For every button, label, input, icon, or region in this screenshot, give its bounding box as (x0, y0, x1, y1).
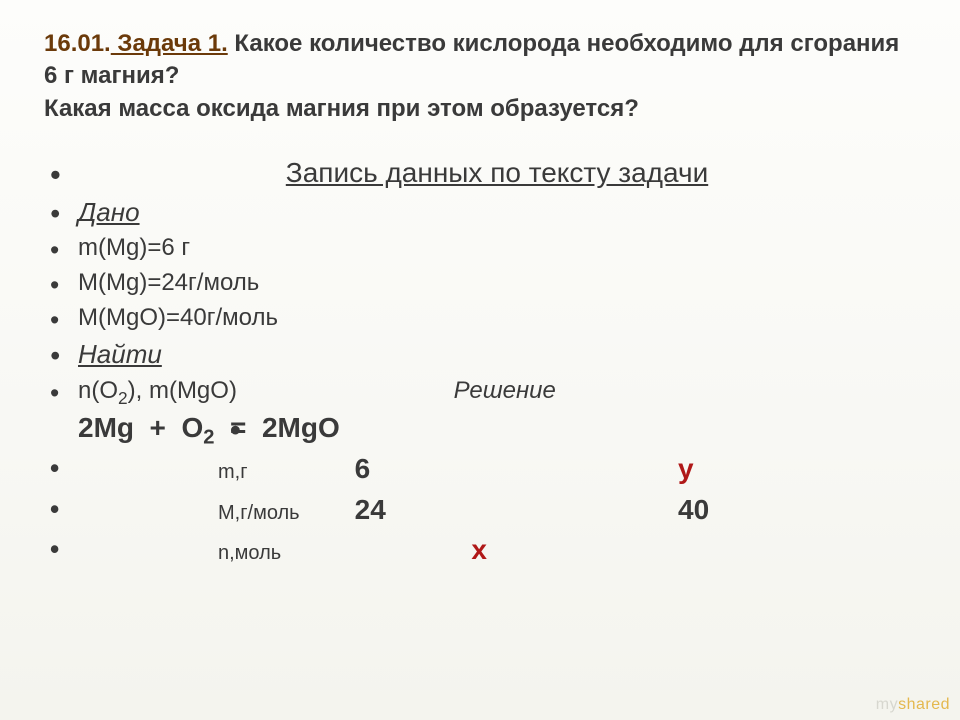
content-list: Запись данных по тексту задачи Дано m(Mg… (44, 153, 916, 571)
eq-eq: = (214, 412, 261, 443)
find-text-2: ), m(MgO) (128, 377, 237, 404)
equation: 2Mg + O2 = 2MgO (44, 408, 916, 449)
eq-lhs2: O (181, 412, 203, 443)
eq-lhs2-sub: 2 (203, 427, 214, 449)
given-item-2: M(Mg)=24г/моль (44, 266, 916, 301)
eq-plus: + (134, 412, 181, 443)
row-mass-c3: у (678, 449, 758, 490)
find-items: n(O2), m(MgO) Решение (44, 374, 916, 409)
watermark-my: my (876, 696, 898, 713)
row-molar-c1: 24 (355, 490, 465, 531)
eq-rhs: 2MgO (262, 412, 340, 443)
title-problem-label: Задача 1. (111, 30, 228, 57)
row-mol-c2: х (471, 530, 671, 571)
row-mol: n,моль х (44, 530, 916, 571)
given-label: Дано (44, 194, 916, 232)
eq-lhs1: 2Mg (78, 412, 134, 443)
row-mass-label: m,г (218, 458, 348, 487)
row-molar: M,г/моль 24 40 (44, 490, 916, 531)
given-item-1: m(Mg)=6 г (44, 231, 916, 266)
slide-title: 16.01. Задача 1. Какое количество кислор… (44, 28, 916, 125)
given-item-3: M(MgO)=40г/моль (44, 301, 916, 336)
subtitle: Запись данных по тексту задачи (44, 153, 916, 194)
find-sub: 2 (118, 387, 128, 407)
solution-label: Решение (454, 377, 556, 404)
slide: 16.01. Задача 1. Какое количество кислор… (0, 0, 960, 720)
find-text-1: n(O (78, 377, 118, 404)
watermark-shared: shared (898, 696, 950, 713)
row-molar-c3: 40 (678, 490, 758, 531)
find-label: Найти (44, 336, 916, 374)
row-molar-label: M,г/моль (218, 499, 348, 528)
row-mass-c1: 6 (355, 449, 465, 490)
row-mol-label: n,моль (218, 539, 348, 568)
row-mass: m,г 6 у (44, 449, 916, 490)
title-date: 16.01. (44, 30, 111, 57)
watermark: myshared (876, 696, 950, 714)
